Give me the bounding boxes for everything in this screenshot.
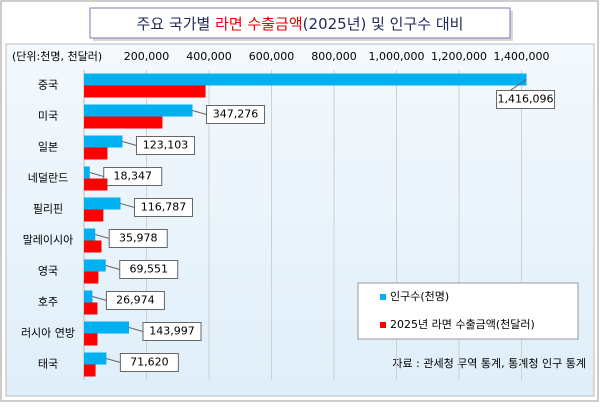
x-tick-label: 1,000,000: [369, 50, 425, 63]
value-label: 35,978: [119, 232, 158, 245]
y-tick-label: 미국: [38, 110, 58, 123]
value-label: 143,997: [149, 325, 195, 338]
leader-line: [92, 296, 107, 301]
bar: [84, 73, 527, 86]
bar: [84, 166, 90, 179]
x-tick-label: 1,200,000: [431, 50, 487, 63]
bar: [84, 116, 163, 129]
value-label-box: [496, 90, 556, 109]
legend-swatch: [380, 322, 386, 328]
legend-swatch: [380, 294, 386, 300]
value-label: 1,416,096: [498, 93, 554, 106]
title-part: (2025년) 및 인구수 대비: [303, 15, 464, 33]
legend-label: 2025년 라면 수출금액(천달러): [390, 317, 535, 331]
bar: [84, 333, 98, 346]
bar: [84, 259, 106, 272]
value-label-box: [142, 322, 202, 341]
y-tick-label: 영국: [38, 265, 58, 278]
bar: [84, 85, 206, 98]
value-label: 69,551: [129, 263, 168, 276]
legend-box: [357, 282, 579, 340]
y-tick-label: 네덜란드: [28, 172, 68, 185]
value-label-box: [108, 229, 168, 248]
leader-line: [105, 265, 120, 270]
value-label-box: [206, 105, 266, 124]
value-label: 18,347: [113, 170, 152, 183]
value-label: 123,103: [143, 139, 189, 152]
y-tick-label: 일본: [38, 140, 58, 154]
value-label-box: [135, 136, 195, 155]
title-part: 라면 수출금액: [215, 15, 303, 33]
y-tick-label: 말레이시아: [23, 234, 74, 247]
value-label: 71,620: [130, 356, 169, 369]
value-label: 347,276: [213, 108, 259, 121]
leader-line: [128, 327, 144, 332]
x-tick-label: 1,400,000: [494, 50, 550, 63]
title-part: 주요 국가별: [137, 15, 211, 33]
x-tick-label: 600,000: [249, 50, 295, 63]
bar: [84, 178, 108, 191]
bar: [84, 240, 102, 253]
title-box: [89, 7, 511, 39]
value-label: 116,787: [141, 201, 187, 214]
value-label-box: [105, 291, 165, 310]
x-tick-label: 400,000: [186, 50, 232, 63]
value-label-box: [119, 353, 179, 372]
legend-label: 인구수(천명): [390, 289, 449, 303]
value-label-box: [103, 167, 163, 186]
bar: [84, 147, 108, 160]
legend: 인구수(천명) 2025년 라면 수출금액(천달러): [357, 282, 579, 340]
bar: [84, 352, 107, 365]
y-tick-label: 호주: [38, 296, 58, 309]
bar: [84, 135, 123, 148]
bar: [84, 271, 99, 284]
x-tick-label: 800,000: [311, 50, 357, 63]
y-tick-label: 중국: [38, 79, 58, 92]
value-label: 26,974: [116, 294, 155, 307]
leader-line: [106, 358, 121, 363]
y-tick-label: 러시아 연방: [21, 327, 75, 340]
value-label-box: [133, 198, 193, 217]
value-label-box: [119, 260, 179, 279]
bar: [84, 290, 93, 303]
leader-line: [192, 110, 207, 115]
unit-label: (단위:천명, 천달러): [12, 49, 102, 63]
bar: [84, 104, 193, 117]
leader-line: [120, 203, 135, 208]
bar: [84, 364, 96, 377]
y-tick-label: 태국: [38, 358, 58, 371]
leader-line: [89, 172, 104, 177]
leader-line: [95, 234, 110, 239]
y-tick-label: 필리핀: [33, 203, 63, 216]
leader-line: [122, 141, 137, 146]
bar: [84, 321, 129, 334]
bar: [84, 209, 104, 222]
source-note: 자료 : 관세청 무역 통계, 통계청 인구 통계: [392, 357, 586, 370]
chart-title: 주요 국가별 라면 수출금액(2025년) 및 인구수 대비: [137, 15, 464, 33]
x-tick-label: 200,000: [124, 50, 170, 63]
bar: [84, 197, 121, 210]
bar: [84, 228, 96, 241]
bar: [84, 302, 98, 315]
